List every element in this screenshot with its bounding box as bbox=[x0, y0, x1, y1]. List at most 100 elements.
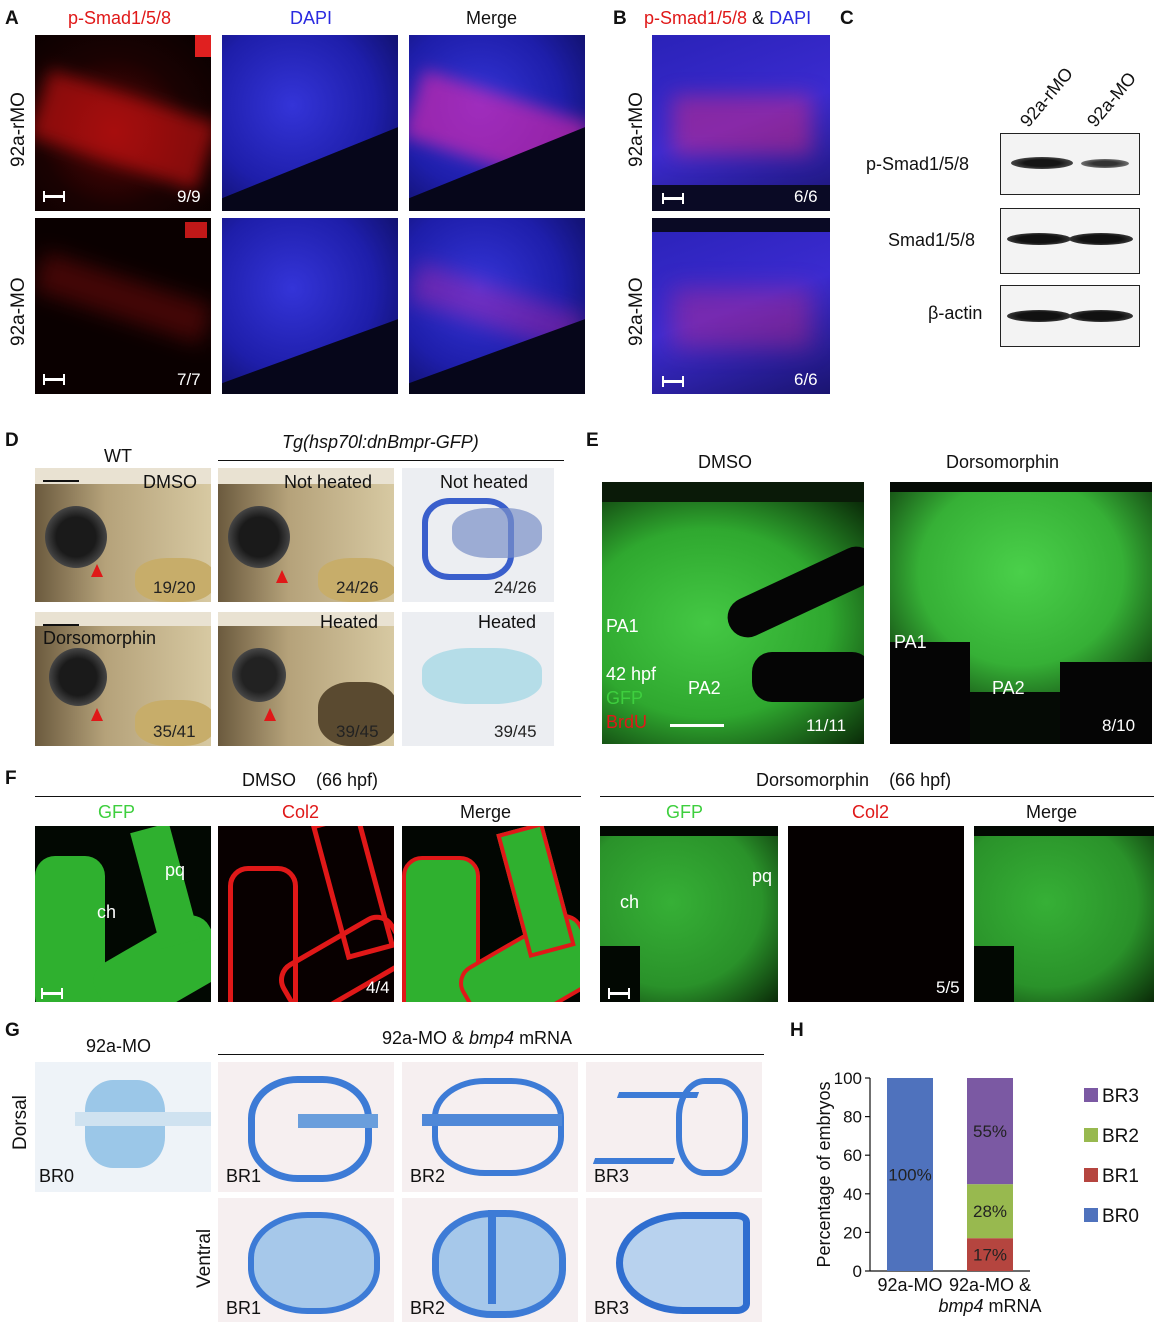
row-label-mo: 92a-MO bbox=[626, 277, 647, 346]
structure-label-ch: ch bbox=[97, 902, 117, 922]
micrograph-b-rmo: 6/6 bbox=[652, 35, 830, 211]
cartilage-image-br0-dorsal: BR0 bbox=[35, 1062, 211, 1192]
count-label: 35/41 bbox=[153, 722, 196, 741]
region-label-pa1: PA1 bbox=[894, 632, 927, 652]
panel-letter-h: H bbox=[790, 1020, 804, 1041]
panel-letter-d: D bbox=[5, 430, 19, 451]
micrograph-a-dapi-mo bbox=[222, 218, 398, 394]
channel-label-gfp: GFP bbox=[98, 802, 136, 822]
channel-label-merge: Merge bbox=[460, 802, 512, 822]
channel-label-col2: Col2 bbox=[852, 802, 890, 822]
column-label-psmad: p-Smad1/5/8 bbox=[68, 8, 172, 28]
y-tick-label: 100 bbox=[834, 1069, 862, 1088]
embryo-image-wt-dmso: DMSO 19/20 bbox=[35, 468, 211, 602]
data-label: 28% bbox=[973, 1202, 1007, 1221]
legend-swatch-br0 bbox=[1084, 1208, 1098, 1222]
column-label-dapi: DAPI bbox=[290, 8, 333, 28]
scale-bar bbox=[43, 480, 79, 482]
column-label-merge: Merge bbox=[466, 8, 518, 28]
cartilage-image-tg-not-heated: Not heated 24/26 bbox=[402, 468, 554, 602]
cartilage-image-tg-heated: Heated 39/45 bbox=[402, 612, 554, 746]
micrograph-f-dmso-merge bbox=[402, 826, 580, 1002]
cartilage-image-br3-dorsal: BR3 bbox=[586, 1062, 762, 1192]
count-label: 24/26 bbox=[336, 578, 379, 597]
class-label: BR2 bbox=[410, 1298, 446, 1318]
row-label-mo: 92a-MO bbox=[8, 277, 29, 346]
channel-label-gfp: GFP bbox=[606, 688, 644, 708]
group-rule bbox=[218, 1054, 764, 1055]
scale-bar bbox=[43, 374, 65, 385]
legend-swatch-br1 bbox=[1084, 1168, 1098, 1182]
region-label-pa2: PA2 bbox=[992, 678, 1025, 698]
structure-label-pq: pq bbox=[752, 866, 773, 886]
legend-swatch-br2 bbox=[1084, 1128, 1098, 1142]
embryo-image-wt-dorsomorphin: Dorsomorphin 35/41 bbox=[35, 612, 211, 746]
count-label: 19/20 bbox=[153, 578, 196, 597]
panel-letter-e: E bbox=[586, 430, 599, 451]
channel-label-merge: Merge bbox=[1026, 802, 1078, 822]
micrograph-a-merge-rmo bbox=[409, 35, 585, 211]
legend-label: BR1 bbox=[1102, 1166, 1139, 1187]
count-label: 9/9 bbox=[177, 187, 201, 206]
blot-label-smad: Smad1/5/8 bbox=[888, 230, 976, 250]
view-label-dorsal: Dorsal bbox=[10, 1095, 31, 1150]
channel-label-col2: Col2 bbox=[282, 802, 320, 822]
y-tick-label: 40 bbox=[843, 1185, 862, 1204]
micrograph-a-merge-mo bbox=[409, 218, 585, 394]
cartilage-image-br2-dorsal: BR2 bbox=[402, 1062, 578, 1192]
view-label-ventral: Ventral bbox=[194, 1228, 215, 1288]
micrograph-f-dmso-gfp: ch pq bbox=[35, 826, 211, 1002]
bar-segment-br3 bbox=[967, 1078, 1013, 1185]
arrowhead-icon bbox=[264, 708, 276, 721]
x-tick-label-line2: bmp4 mRNA bbox=[938, 1296, 1041, 1316]
y-tick-label: 20 bbox=[843, 1223, 862, 1242]
stage-label: 42 hpf bbox=[606, 664, 657, 684]
blot-label-psmad: p-Smad1/5/8 bbox=[866, 154, 970, 174]
group-rule bbox=[35, 796, 581, 797]
group-title-dmso: DMSO (66 hpf) bbox=[242, 770, 379, 790]
group-title-rescue: 92a-MO & bmp4 mRNA bbox=[382, 1028, 573, 1048]
cartilage-image-br1-dorsal: BR1 bbox=[218, 1062, 394, 1192]
micrograph-f-dorsomorphin-gfp: ch pq bbox=[600, 826, 778, 1002]
panel-letter-b: B bbox=[613, 8, 627, 29]
group-rule bbox=[218, 460, 564, 461]
arrowhead-icon bbox=[91, 708, 103, 721]
count-label: 39/45 bbox=[494, 722, 537, 741]
y-tick-label: 60 bbox=[843, 1146, 862, 1165]
group-title-dorsomorphin: Dorsomorphin (66 hpf) bbox=[756, 770, 952, 790]
structure-label-pq: pq bbox=[165, 860, 186, 880]
bar-segment-br2 bbox=[967, 1184, 1013, 1239]
cartilage-image-br1-ventral: BR1 bbox=[218, 1198, 394, 1322]
count-label: 7/7 bbox=[177, 370, 201, 389]
legend-label: BR2 bbox=[1102, 1126, 1139, 1147]
data-label: 55% bbox=[973, 1122, 1007, 1141]
class-label: BR2 bbox=[410, 1166, 446, 1186]
data-label: 100% bbox=[888, 1166, 931, 1185]
embryo-image-tg-heated: Heated 39/45 bbox=[218, 612, 394, 746]
cartilage-image-br2-ventral: BR2 bbox=[402, 1198, 578, 1322]
class-label: BR0 bbox=[39, 1166, 75, 1186]
region-label-pa2: PA2 bbox=[688, 678, 721, 698]
bar-segment-br0 bbox=[887, 1078, 933, 1271]
western-blot-psmad bbox=[1000, 133, 1140, 195]
group-label-wt: WT bbox=[104, 446, 132, 466]
structure-label-ch: ch bbox=[620, 892, 640, 912]
micrograph-f-dorsomorphin-merge bbox=[974, 826, 1154, 1002]
arrowhead-icon bbox=[276, 570, 288, 583]
count-label: 6/6 bbox=[794, 187, 818, 206]
micrograph-a-psmad-rmo: 9/9 bbox=[35, 35, 211, 211]
group-title-92a-mo: 92a-MO bbox=[86, 1036, 152, 1056]
cartilage-image-br3-ventral: BR3 bbox=[586, 1198, 762, 1322]
scale-bar bbox=[670, 724, 724, 727]
group-rule bbox=[600, 796, 1154, 797]
micrograph-e-dorsomorphin: PA1 PA2 8/10 bbox=[890, 482, 1152, 744]
condition-label: Dorsomorphin bbox=[43, 628, 157, 648]
embryo-image-tg-not-heated: Not heated 24/26 bbox=[218, 468, 394, 602]
class-label: BR3 bbox=[594, 1166, 630, 1186]
condition-label: Heated bbox=[478, 612, 537, 632]
condition-label: Not heated bbox=[440, 472, 529, 492]
panel-letter-g: G bbox=[5, 1020, 20, 1041]
western-blot-smad bbox=[1000, 208, 1140, 274]
legend-label: BR0 bbox=[1102, 1206, 1139, 1227]
count-label: 11/11 bbox=[806, 716, 847, 735]
